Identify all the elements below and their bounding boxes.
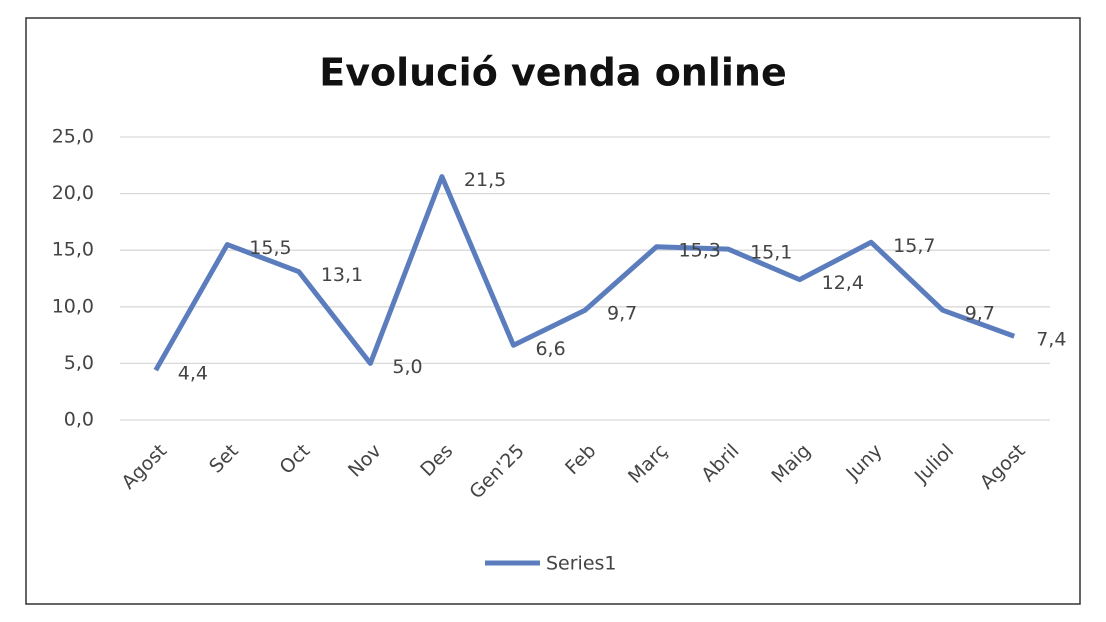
data-label: 15,1 — [750, 242, 792, 264]
chart-frame — [25, 17, 1081, 605]
y-tick-label: 25,0 — [52, 126, 94, 148]
data-label: 15,3 — [679, 239, 721, 261]
data-label: 5,0 — [392, 356, 422, 378]
data-label: 9,7 — [607, 303, 637, 325]
y-tick-label: 0,0 — [64, 409, 94, 431]
data-label: 9,7 — [965, 303, 995, 325]
data-label: 21,5 — [464, 169, 506, 191]
data-label: 15,5 — [249, 237, 291, 259]
legend-label: Series1 — [546, 553, 617, 575]
y-tick-label: 10,0 — [52, 295, 94, 317]
y-tick-label: 20,0 — [52, 182, 94, 204]
data-label: 15,7 — [893, 235, 935, 257]
data-label: 12,4 — [822, 272, 864, 294]
data-label: 6,6 — [535, 338, 565, 360]
y-tick-label: 15,0 — [52, 239, 94, 261]
data-label: 7,4 — [1036, 329, 1066, 351]
chart-title: Evolució venda online — [319, 51, 787, 95]
data-label: 13,1 — [321, 264, 363, 286]
data-line — [153, 174, 1016, 372]
data-label: 4,4 — [178, 363, 208, 385]
y-tick-label: 5,0 — [64, 352, 94, 374]
